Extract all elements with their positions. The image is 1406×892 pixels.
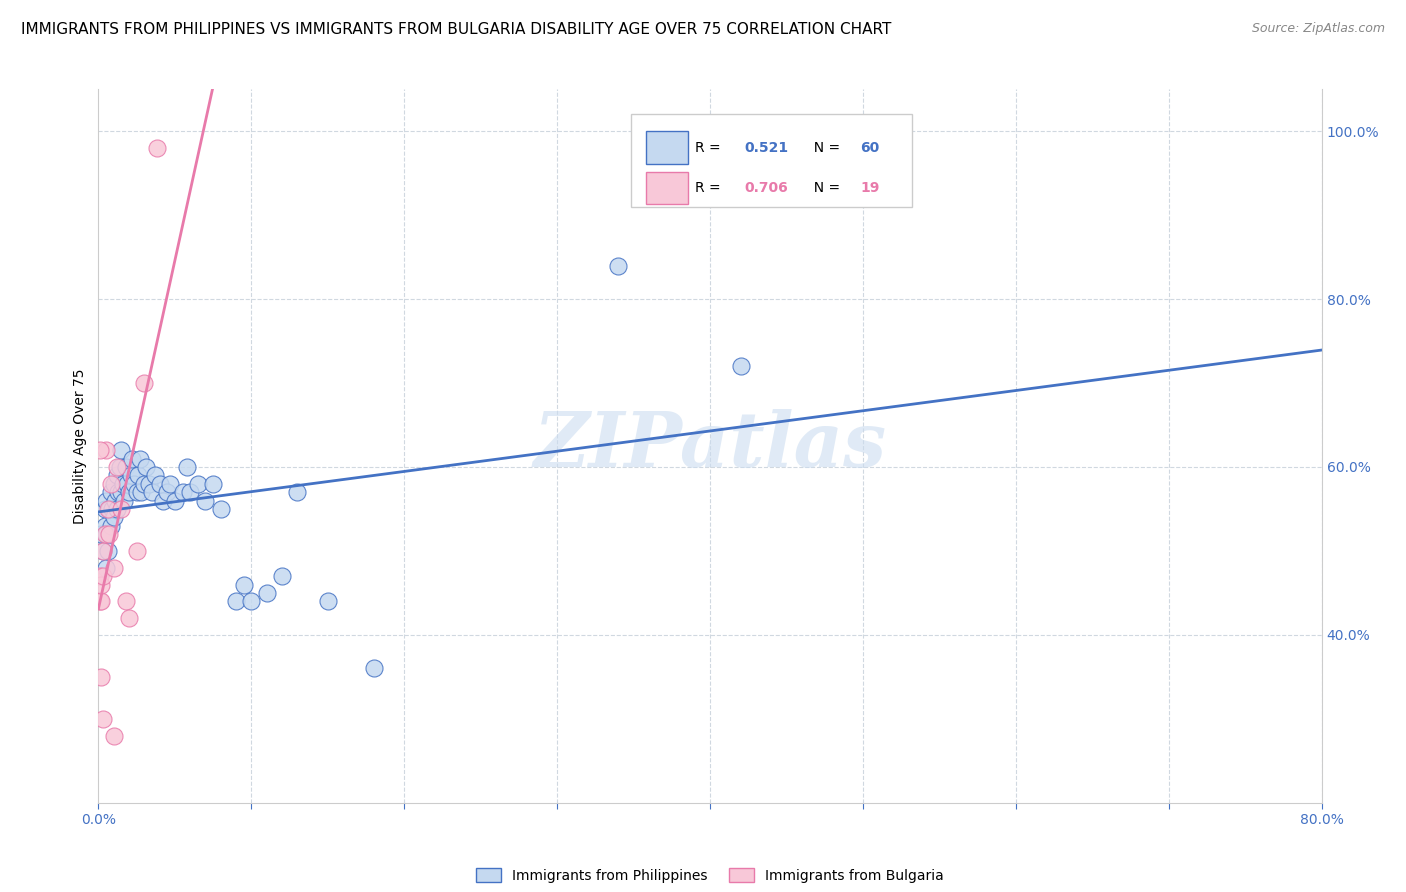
Point: [103, 729, 125, 743]
Point: [115, 460, 138, 475]
Text: N =: N =: [806, 141, 845, 154]
Point: [98, 502, 121, 516]
Point: [143, 468, 166, 483]
Point: [159, 476, 181, 491]
Point: [93, 502, 115, 516]
Point: [94, 527, 117, 541]
Point: [89, 594, 111, 608]
Point: [89, 569, 111, 583]
Point: [90, 527, 112, 541]
Point: [138, 476, 160, 491]
Point: [122, 476, 145, 491]
Point: [94, 493, 117, 508]
Point: [97, 502, 120, 516]
Point: [172, 485, 194, 500]
Point: [105, 468, 128, 483]
Point: [316, 594, 339, 608]
Point: [125, 485, 148, 500]
Point: [91, 544, 114, 558]
FancyBboxPatch shape: [647, 171, 688, 204]
Point: [179, 485, 201, 500]
Point: [232, 577, 254, 591]
Point: [103, 510, 125, 524]
Text: 0.706: 0.706: [744, 181, 787, 195]
Point: [240, 594, 263, 608]
Point: [118, 485, 141, 500]
Point: [121, 451, 143, 466]
Text: 0.521: 0.521: [744, 141, 789, 154]
Point: [93, 518, 115, 533]
Point: [156, 485, 179, 500]
Point: [115, 594, 138, 608]
Point: [105, 502, 128, 516]
Point: [94, 443, 117, 458]
Point: [176, 460, 198, 475]
Point: [128, 451, 150, 466]
Point: [111, 476, 134, 491]
Point: [103, 560, 125, 574]
Text: 19: 19: [860, 181, 880, 195]
Text: R =: R =: [696, 181, 725, 195]
Point: [107, 485, 129, 500]
Point: [163, 493, 186, 508]
Point: [118, 611, 141, 625]
Text: R =: R =: [696, 141, 725, 154]
Point: [104, 493, 127, 508]
FancyBboxPatch shape: [647, 131, 688, 164]
Point: [730, 359, 752, 374]
Y-axis label: Disability Age Over 75: Disability Age Over 75: [73, 368, 87, 524]
FancyBboxPatch shape: [630, 114, 912, 207]
Point: [112, 493, 135, 508]
Point: [120, 468, 142, 483]
Point: [89, 443, 111, 458]
Point: [135, 460, 157, 475]
Point: [225, 594, 247, 608]
Point: [100, 476, 122, 491]
Point: [90, 594, 112, 608]
Text: Source: ZipAtlas.com: Source: ZipAtlas.com: [1251, 22, 1385, 36]
Point: [187, 476, 209, 491]
Point: [100, 518, 122, 533]
Legend: Immigrants from Philippines, Immigrants from Bulgaria: Immigrants from Philippines, Immigrants …: [471, 863, 949, 888]
Point: [91, 569, 114, 583]
Point: [98, 527, 121, 541]
Point: [110, 502, 132, 516]
Text: 60: 60: [860, 141, 880, 154]
Point: [117, 476, 139, 491]
Point: [149, 476, 172, 491]
Point: [125, 544, 148, 558]
Point: [141, 485, 163, 500]
Point: [607, 259, 630, 273]
Point: [145, 141, 167, 155]
Point: [100, 485, 122, 500]
Point: [202, 476, 225, 491]
Point: [91, 544, 114, 558]
Text: ZIPatlas: ZIPatlas: [533, 409, 887, 483]
Point: [91, 712, 114, 726]
Point: [129, 485, 152, 500]
Point: [363, 661, 385, 675]
Point: [256, 586, 278, 600]
Text: IMMIGRANTS FROM PHILIPPINES VS IMMIGRANTS FROM BULGARIA DISABILITY AGE OVER 75 C: IMMIGRANTS FROM PHILIPPINES VS IMMIGRANT…: [21, 22, 891, 37]
Point: [194, 493, 217, 508]
Point: [127, 468, 149, 483]
Point: [105, 460, 128, 475]
Point: [270, 569, 292, 583]
Point: [134, 476, 156, 491]
Point: [110, 443, 132, 458]
Text: N =: N =: [806, 181, 845, 195]
Point: [101, 502, 124, 516]
Point: [209, 502, 232, 516]
Point: [97, 544, 120, 558]
Point: [90, 670, 112, 684]
Point: [93, 527, 115, 541]
Point: [103, 476, 125, 491]
Point: [94, 560, 117, 574]
Point: [108, 460, 131, 475]
Point: [134, 376, 156, 390]
Point: [90, 577, 112, 591]
Point: [110, 485, 132, 500]
Point: [152, 493, 174, 508]
Point: [285, 485, 308, 500]
